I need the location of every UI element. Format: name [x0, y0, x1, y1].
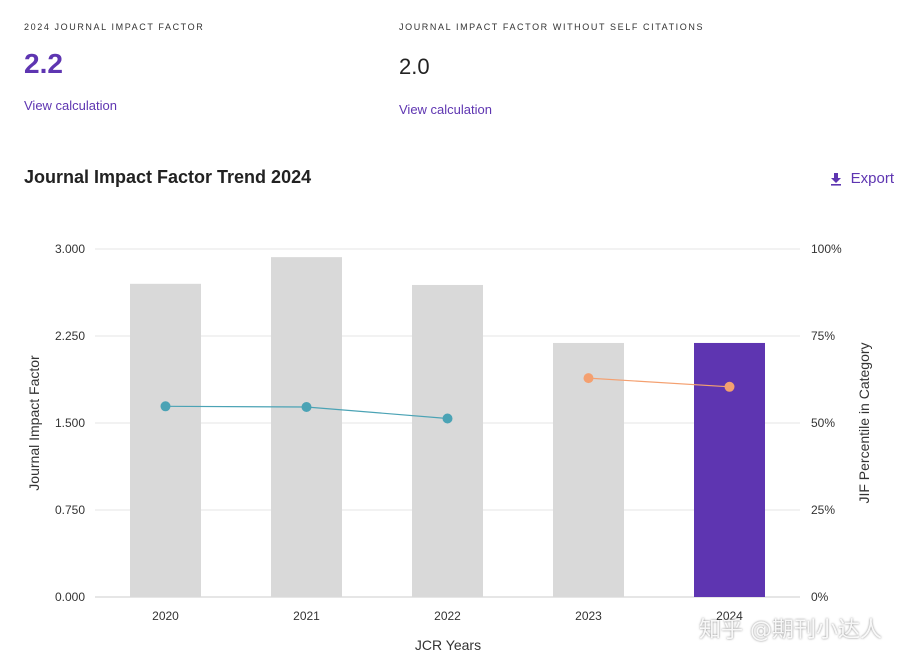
- export-label: Export: [850, 170, 894, 187]
- x-tick-label: 2022: [434, 609, 461, 623]
- x-tick-label: 2020: [152, 609, 179, 623]
- jif-label: 2024 JOURNAL IMPACT FACTOR: [24, 22, 205, 32]
- watermark: 知乎 @期刊小达人: [699, 618, 882, 643]
- percentile-point: [724, 381, 735, 392]
- jif-value: 2.2: [24, 48, 63, 79]
- jif-metric: 2024 JOURNAL IMPACT FACTOR 2.2 View calc…: [24, 22, 204, 115]
- y2-tick-label: 0%: [811, 590, 829, 604]
- x-tick-label: 2021: [293, 609, 320, 623]
- x-tick-label: 2024: [716, 609, 743, 623]
- download-icon: [830, 172, 841, 186]
- jif-view-calculation-link[interactable]: View calculation: [24, 98, 117, 113]
- bar-2022: [412, 284, 483, 597]
- percentile-point: [160, 401, 171, 412]
- percentile-point: [301, 401, 312, 412]
- y-axis-label: Journal Impact Factor: [26, 355, 42, 491]
- y-tick-label: 1.500: [55, 416, 85, 430]
- bar-2021: [271, 257, 342, 597]
- percentile-point: [583, 373, 594, 384]
- export-button[interactable]: Export: [829, 170, 894, 187]
- y-tick-label: 2.250: [55, 329, 85, 343]
- jif-no-self-label: JOURNAL IMPACT FACTOR WITHOUT SELF CITAT…: [399, 22, 705, 32]
- y2-tick-label: 50%: [811, 416, 835, 430]
- y2-tick-label: 25%: [811, 503, 835, 517]
- percentile-line-1: [588, 377, 730, 388]
- y2-tick-label: 100%: [811, 242, 842, 256]
- bar-2020: [130, 283, 201, 597]
- y2-tick-label: 75%: [811, 329, 835, 343]
- y-tick-label: 0.750: [55, 503, 85, 517]
- bar-2023: [553, 342, 624, 597]
- jif-no-self-value: 2.0: [399, 54, 430, 79]
- bar-2024: [694, 342, 765, 597]
- y-tick-label: 3.000: [55, 242, 85, 256]
- x-tick-label: 2023: [575, 609, 602, 623]
- jif-without-self-citations-metric: JOURNAL IMPACT FACTOR WITHOUT SELF CITAT…: [399, 22, 704, 119]
- y-tick-label: 0.000: [55, 590, 85, 604]
- y2-axis-label: JIF Percentile in Category: [856, 342, 872, 503]
- percentile-point: [442, 413, 453, 424]
- x-axis-label: JCR Years: [415, 637, 481, 653]
- jif-no-self-view-calculation-link[interactable]: View calculation: [399, 102, 492, 117]
- trend-title: Journal Impact Factor Trend 2024: [24, 167, 312, 187]
